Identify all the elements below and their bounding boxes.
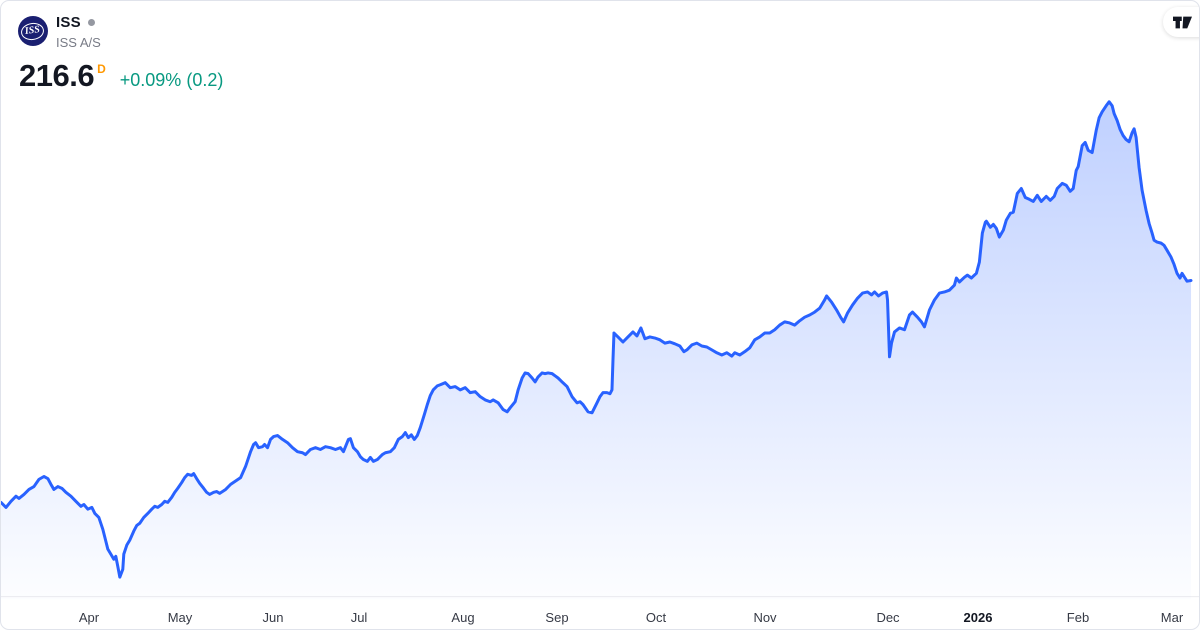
company-name: ISS A/S bbox=[56, 35, 101, 50]
area-fill bbox=[1, 101, 1192, 600]
header: ISS ISS ISS A/S 216.6 D +0.09% (0.2) bbox=[18, 14, 223, 94]
change-absolute: (0.2) bbox=[186, 70, 224, 90]
price-change: +0.09% (0.2) bbox=[120, 70, 224, 91]
iss-logo[interactable]: ISS bbox=[18, 16, 48, 46]
tradingview-logo-icon bbox=[1173, 16, 1192, 28]
last-price: 216.6 bbox=[19, 58, 95, 93]
price-row: 216.6 D +0.09% (0.2) bbox=[19, 58, 223, 94]
iss-logo-text: ISS bbox=[20, 20, 46, 42]
symbol-titles: ISS ISS A/S bbox=[56, 14, 101, 50]
symbol-row: ISS ISS ISS A/S bbox=[18, 14, 223, 50]
tradingview-badge[interactable] bbox=[1163, 7, 1199, 37]
symbol-ticker[interactable]: ISS bbox=[56, 14, 81, 31]
market-status-dot bbox=[87, 19, 95, 26]
change-percent: +0.09% bbox=[119, 70, 182, 90]
price-line bbox=[1, 100, 1193, 579]
interval-flag: D bbox=[97, 62, 106, 76]
